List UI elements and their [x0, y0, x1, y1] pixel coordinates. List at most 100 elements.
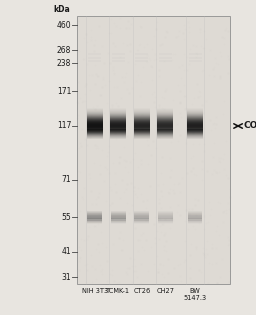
Text: NIH 3T3: NIH 3T3 [82, 288, 108, 294]
Bar [187, 133, 203, 135]
Bar [111, 211, 126, 213]
Bar [87, 221, 102, 222]
Bar [87, 212, 102, 213]
Bar [110, 115, 126, 116]
Bar [134, 214, 149, 215]
Bar [87, 137, 103, 138]
Bar [159, 57, 172, 58]
Bar [187, 117, 203, 118]
Bar [110, 134, 126, 135]
Bar [134, 127, 150, 128]
Bar [87, 217, 102, 219]
Bar [187, 129, 203, 130]
Bar [134, 116, 150, 117]
Bar [134, 109, 150, 110]
Bar [134, 215, 149, 216]
Bar [187, 127, 203, 129]
Bar [187, 118, 203, 119]
Bar [87, 213, 102, 215]
Bar [158, 216, 173, 217]
Bar [110, 111, 126, 112]
Bar [157, 128, 174, 129]
Bar [157, 109, 174, 110]
Bar [134, 126, 150, 127]
Bar [87, 220, 102, 221]
Bar [134, 135, 150, 137]
Bar [111, 213, 126, 215]
Bar [134, 219, 149, 220]
Bar [188, 221, 202, 222]
Bar [134, 119, 150, 120]
Bar [112, 52, 125, 53]
Bar [188, 217, 202, 218]
Bar [157, 110, 174, 111]
Bar [87, 125, 103, 126]
Bar [134, 134, 150, 135]
Bar [88, 54, 101, 55]
Bar [110, 110, 126, 111]
Bar [87, 127, 103, 129]
Bar [111, 222, 126, 223]
Bar [87, 133, 103, 135]
Bar [158, 220, 173, 222]
Bar [110, 126, 126, 127]
Bar [134, 215, 149, 217]
Bar [87, 219, 102, 220]
Bar [189, 57, 201, 58]
Bar [134, 117, 150, 118]
Bar [110, 136, 126, 137]
Bar [134, 131, 150, 133]
Bar [187, 110, 203, 111]
Bar [158, 217, 173, 219]
Bar [87, 216, 102, 217]
Bar [110, 112, 126, 113]
Bar [110, 137, 126, 138]
Bar [111, 218, 126, 219]
Bar [187, 137, 203, 138]
Bar [157, 115, 174, 116]
Bar [134, 222, 149, 223]
Bar [111, 217, 126, 218]
Bar [111, 211, 126, 212]
Bar [187, 138, 203, 139]
Bar [110, 115, 126, 116]
Bar [87, 124, 103, 125]
Bar [158, 218, 173, 219]
Bar [87, 134, 103, 135]
Bar [111, 216, 126, 218]
Bar [87, 213, 102, 214]
Bar [87, 122, 103, 123]
Bar [111, 215, 126, 216]
Bar [110, 109, 126, 110]
Bar [134, 109, 150, 110]
Bar [111, 214, 126, 215]
Bar [87, 123, 103, 124]
Bar [187, 130, 203, 132]
Bar [87, 214, 102, 215]
Bar [187, 137, 203, 139]
Bar [134, 122, 150, 123]
Bar [110, 112, 126, 114]
Bar [87, 113, 103, 114]
Bar [157, 117, 174, 118]
Bar [87, 129, 103, 130]
Bar [87, 120, 103, 121]
Bar [112, 61, 125, 62]
Bar [111, 222, 126, 223]
Bar [111, 213, 126, 214]
Bar [187, 122, 203, 123]
Bar [187, 132, 203, 133]
Bar [134, 121, 150, 122]
Bar [159, 54, 172, 55]
Bar [110, 119, 126, 120]
Bar [134, 221, 149, 222]
Bar [158, 222, 173, 223]
Bar [158, 222, 173, 223]
Bar [158, 213, 173, 214]
Bar [187, 134, 203, 135]
Bar [87, 128, 103, 129]
Bar [187, 123, 203, 124]
Bar [134, 111, 150, 112]
Bar [135, 53, 148, 54]
Bar [110, 119, 126, 120]
